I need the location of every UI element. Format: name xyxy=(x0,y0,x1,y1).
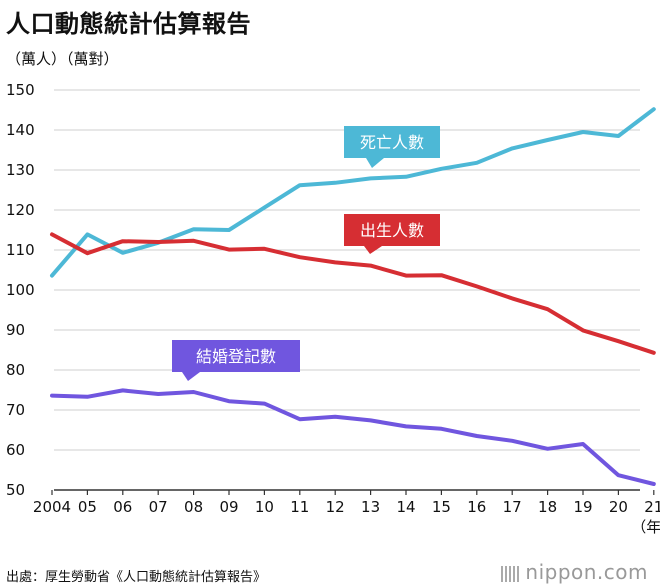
callout-pointer xyxy=(364,246,382,254)
callout-pointer xyxy=(182,372,200,381)
y-tick-label: 140 xyxy=(6,121,35,139)
x-tick-label: 07 xyxy=(149,498,168,516)
series-line xyxy=(50,107,656,278)
x-axis-unit-label: （年） xyxy=(631,518,660,536)
y-tick-label: 80 xyxy=(6,361,25,379)
y-tick-label: 70 xyxy=(6,401,25,419)
x-tick-label: 13 xyxy=(361,498,380,516)
series-label: 結婚登記數 xyxy=(196,347,276,366)
y-tick-label: 90 xyxy=(6,321,25,339)
y-tick-label: 120 xyxy=(6,201,35,219)
x-tick-label: 08 xyxy=(184,498,203,516)
x-tick-label: 09 xyxy=(219,498,238,516)
x-tick-label: 15 xyxy=(432,498,451,516)
x-tick-label: 11 xyxy=(290,498,309,516)
y-tick-label: 50 xyxy=(6,481,25,499)
y-tick-label: 60 xyxy=(6,441,25,459)
y-tick-label: 150 xyxy=(6,81,35,99)
y-axis-unit-label: （萬人）（萬對） xyxy=(6,50,119,68)
brand-name: nippon.com xyxy=(525,560,648,584)
x-tick-label: 16 xyxy=(467,498,486,516)
y-tick-label: 100 xyxy=(6,281,35,299)
series-label: 出生人數 xyxy=(360,221,424,240)
gridlines xyxy=(54,89,640,491)
brand-dots-icon xyxy=(501,565,522,582)
series-line xyxy=(50,232,656,355)
x-tick-label: 06 xyxy=(113,498,132,516)
x-tick-label: 2004 xyxy=(33,498,71,516)
x-tick-label: 17 xyxy=(503,498,522,516)
y-axis-ticks: 150 140 130 120 110 100 90 80 70 60 50 xyxy=(6,81,35,499)
callout-box xyxy=(172,340,300,372)
x-tick-label: 18 xyxy=(538,498,557,516)
callout-box xyxy=(344,214,440,246)
callout-pointer xyxy=(366,158,384,168)
series-label: 死亡人數 xyxy=(360,133,424,152)
y-tick-label: 110 xyxy=(6,241,35,259)
source-note: 出處：厚生勞動省《人口動態統計估算報告》 xyxy=(6,570,267,585)
x-axis-ticks: 2004 05 06 07 08 09 10 11 12 13 14 15 16 17 18 19 20 21 xyxy=(33,490,660,516)
x-tick-label: 20 xyxy=(609,498,628,516)
series-lines xyxy=(50,107,656,486)
brand-logo: nippon.com xyxy=(501,560,648,584)
x-tick-label: 05 xyxy=(78,498,97,516)
x-tick-label: 14 xyxy=(396,498,415,516)
callout-box xyxy=(344,126,440,158)
x-tick-label: 12 xyxy=(326,498,345,516)
x-tick-label: 21 xyxy=(644,498,660,516)
series-line xyxy=(50,388,656,486)
chart-title: 人口動態統計估算報告 xyxy=(6,10,251,38)
x-tick-label: 19 xyxy=(573,498,592,516)
x-tick-label: 10 xyxy=(255,498,274,516)
y-tick-label: 130 xyxy=(6,161,35,179)
